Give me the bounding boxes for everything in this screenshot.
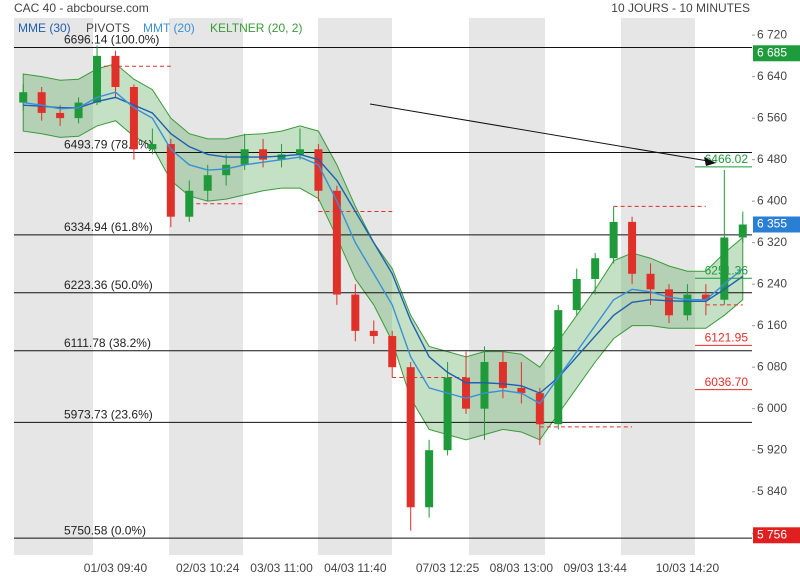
day-band (169, 18, 243, 555)
keltner-band (22, 63, 744, 441)
candle-body (259, 149, 268, 160)
price-tag: 6466.02 (705, 152, 749, 166)
fib-label: 6223.36 (50.0%) (64, 278, 153, 292)
chart-subtitle: 10 JOURS - 10 MINUTES (611, 1, 750, 15)
candle-body (664, 289, 673, 316)
x-tick-label: 04/03 11:40 (324, 561, 387, 575)
price-marker (753, 527, 800, 544)
moving-average (23, 96, 744, 394)
candle-body (738, 224, 747, 238)
candle-body (314, 149, 323, 191)
fib-label: 5973.73 (23.6%) (64, 407, 153, 421)
price-marker (753, 216, 800, 233)
y-tick-label: 6 560 (757, 110, 787, 124)
fib-label: 6111.78 (38.2%) (64, 336, 151, 350)
legend-entry: MMT (20) (143, 21, 195, 35)
candle-body (185, 190, 194, 217)
candle-body (554, 310, 563, 425)
x-tick-label: 09/03 13:44 (563, 561, 627, 575)
candle-body (628, 221, 637, 274)
candle-body (129, 87, 138, 150)
candle-body (369, 330, 378, 337)
y-tick-label: 6 400 (757, 193, 787, 207)
candle-body (535, 393, 544, 425)
candle-body (111, 55, 120, 88)
price-tag: 6036.70 (705, 375, 749, 389)
x-tick-label: 01/03 09:40 (84, 561, 148, 575)
y-tick-label: 6 640 (757, 69, 787, 83)
candle-body (609, 221, 618, 259)
y-tick-label: 5 920 (757, 442, 787, 456)
candle-body (683, 294, 692, 316)
candle-body (517, 387, 526, 394)
fib-label: 6334.94 (61.8%) (64, 220, 153, 234)
candle-body (480, 361, 489, 409)
legend-entry: PIVOTS (86, 21, 130, 35)
annotation-arrowhead (704, 157, 716, 166)
candle-body (701, 294, 710, 300)
x-tick-label: 03/03 11:00 (250, 561, 313, 575)
candle-body (56, 112, 65, 119)
fib-label: 6696.14 (100.0%) (64, 33, 159, 47)
price-marker (753, 45, 800, 62)
y-tick-label: 6 480 (757, 152, 787, 166)
price-marker-label: 6 685 (757, 45, 787, 59)
candle-body (74, 102, 83, 119)
price-marker-label: 6 355 (757, 217, 787, 231)
day-band (469, 18, 545, 555)
legend-entry: KELTNER (20, 2) (210, 21, 302, 35)
candle-body (19, 92, 28, 103)
candle-body (425, 450, 434, 508)
annotation-line (369, 103, 709, 162)
candle-body (646, 273, 655, 290)
candle-body (572, 278, 581, 311)
y-tick-label: 6 080 (757, 359, 787, 373)
candle-body (203, 175, 212, 191)
candle-body (462, 377, 471, 409)
candle-body (591, 258, 600, 279)
chart-title: CAC 40 - abcbourse.com (14, 1, 149, 15)
x-tick-label: 10/03 14:20 (656, 561, 720, 575)
candle-body (351, 294, 360, 331)
candle-body (406, 367, 415, 508)
candle-body (498, 361, 507, 388)
price-marker-label: 5 756 (757, 527, 787, 541)
candle-body (332, 190, 341, 295)
candle-body (720, 237, 729, 300)
x-tick-label: 02/03 10:24 (176, 561, 240, 575)
x-tick-label: 07/03 12:25 (416, 561, 480, 575)
candle-body (443, 377, 452, 451)
y-tick-label: 6 320 (757, 235, 787, 249)
fib-label: 6493.79 (78.6%) (64, 138, 153, 152)
candle-body (148, 144, 157, 150)
candle-body (166, 144, 175, 217)
day-band (621, 18, 695, 555)
y-tick-label: 5 840 (757, 484, 787, 498)
y-tick-label: 6 240 (757, 276, 787, 290)
day-bands (14, 18, 695, 555)
candle-body (93, 55, 102, 103)
price-tag: 6251.36 (705, 263, 749, 277)
y-tick-label: 6 160 (757, 318, 787, 332)
candle-body (222, 164, 231, 176)
candle-body (295, 149, 304, 155)
moving-average (23, 91, 744, 405)
legend-entry: MME (30) (18, 21, 71, 35)
candle-body (277, 154, 286, 160)
fib-label: 5750.58 (0.0%) (64, 523, 146, 537)
candle-body (37, 92, 46, 113)
x-tick-label: 08/03 13:00 (490, 561, 554, 575)
price-tag: 6121.95 (705, 331, 749, 345)
candle-body (388, 336, 397, 368)
y-tick-label: 6 000 (757, 401, 787, 415)
y-tick-label: 6 720 (757, 27, 787, 41)
